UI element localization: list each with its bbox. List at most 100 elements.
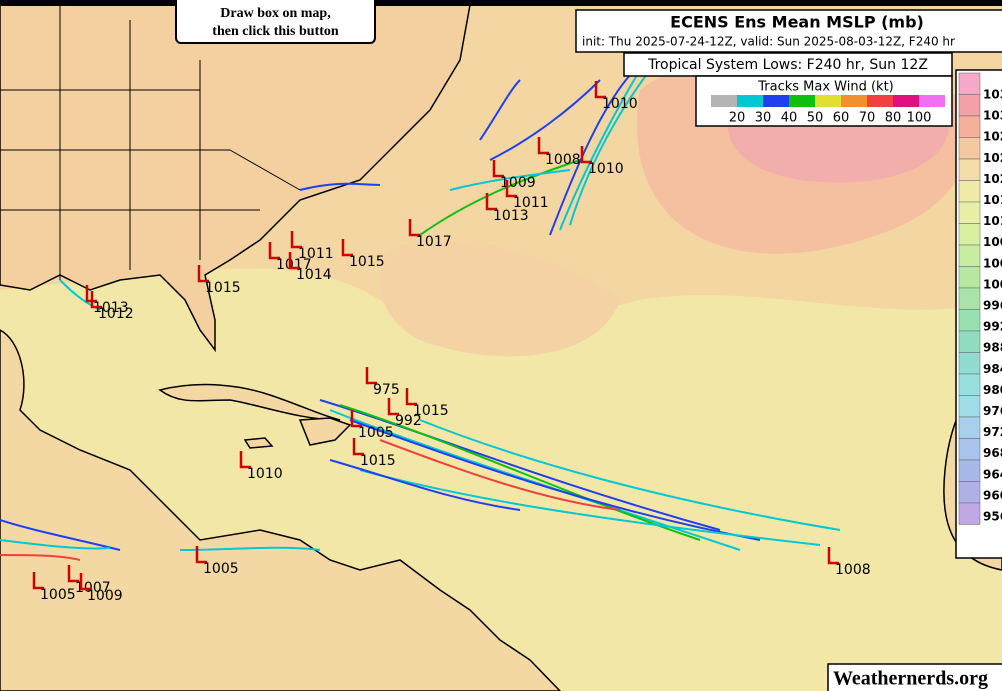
track	[0, 539, 111, 550]
low-label: 1009	[500, 175, 536, 191]
low-label: 1017	[276, 257, 312, 273]
low-label: 1012	[98, 306, 134, 322]
low-marker	[405, 388, 417, 406]
wind-label: 40	[781, 111, 798, 126]
low-label: 975	[373, 382, 400, 398]
colorbar-swatch	[958, 352, 981, 375]
low-label: 1005	[203, 561, 239, 577]
low-marker	[365, 367, 377, 385]
colorbar-swatch	[958, 223, 981, 246]
low-marker	[485, 193, 497, 211]
colorbar-label: 1012	[983, 214, 1002, 228]
watermark-box	[827, 663, 1002, 691]
wind-legend-title: Tracks Max Wind (kt)	[757, 80, 894, 95]
colorbar-swatch	[958, 459, 981, 482]
colorbar-swatch	[958, 287, 981, 310]
track	[379, 439, 621, 511]
low-marker	[341, 239, 353, 257]
low-marker	[79, 573, 91, 591]
colorbar-swatch	[958, 266, 981, 289]
low-label: 1005	[40, 587, 76, 603]
colorbar-label: 1016	[983, 193, 1002, 207]
colorbar-swatch	[958, 180, 981, 203]
low-marker	[268, 242, 280, 260]
low-label: 1009	[87, 588, 123, 604]
low-marker	[239, 451, 251, 469]
top-strip	[0, 0, 1002, 6]
colorbar-swatch	[958, 309, 981, 332]
colorbar-swatch	[958, 481, 981, 504]
border-lines	[0, 5, 301, 280]
lows: 1010100810101009101110131017101110171014…	[32, 81, 871, 604]
low-label: 1017	[416, 234, 452, 250]
wind-label: 70	[859, 111, 876, 126]
low-marker	[197, 265, 209, 283]
low-marker	[350, 410, 362, 428]
low-marker	[537, 137, 549, 155]
wind-swatch	[867, 95, 893, 107]
wind-swatch	[815, 95, 841, 107]
low-marker	[290, 231, 302, 249]
colorbar-label: 1000	[983, 277, 1002, 291]
track	[489, 79, 601, 161]
colorbar-swatch	[958, 72, 981, 95]
colorbar-label: 1032	[983, 109, 1002, 123]
track	[329, 459, 521, 511]
central-south-america	[0, 329, 562, 691]
low-label: 1010	[602, 96, 638, 112]
jamaica	[243, 437, 274, 449]
draw-box-button[interactable]: Draw box on map, then click this button	[175, 0, 376, 44]
low-label: 1011	[513, 195, 549, 211]
low-label: 1007	[75, 580, 111, 596]
low-marker	[352, 438, 364, 456]
header-subtitle: init: Thu 2025-07-24-12Z, valid: Sun 202…	[582, 35, 955, 49]
colorbar-label: 980	[983, 383, 1002, 397]
colorbar-swatch	[958, 438, 981, 461]
track	[559, 69, 641, 231]
colorbar-swatch	[958, 158, 981, 181]
lows-title: Tropical System Lows: F240 hr, Sun 12Z	[647, 57, 928, 73]
wind-swatch	[763, 95, 789, 107]
colorbar-label: 996	[983, 299, 1002, 313]
colorbar: 1036 1032 1028 1024 1020 1016 1012 1008 1004 1000…	[958, 72, 1002, 525]
colorbar-swatch	[958, 373, 981, 396]
wind-label: 80	[885, 111, 902, 126]
wind-swatch	[841, 95, 867, 107]
wind-swatch	[893, 95, 919, 107]
colorbar-swatch	[958, 115, 981, 138]
low-marker	[594, 81, 606, 99]
track	[419, 159, 581, 236]
colorbar-label: 1036	[983, 88, 1002, 102]
track	[419, 419, 841, 531]
low-marker	[580, 146, 592, 164]
low-marker	[505, 180, 517, 198]
low-marker	[90, 291, 102, 309]
colorbar-label: 988	[983, 341, 1002, 355]
state-borders	[0, 5, 301, 280]
track	[479, 79, 521, 141]
colorbar-label: 964	[983, 467, 1002, 481]
wind-label: 50	[807, 111, 824, 126]
pressure-contour	[380, 242, 620, 357]
low-label: 1010	[588, 161, 624, 177]
button-line: then click this button	[212, 24, 339, 39]
low-label: 1008	[545, 152, 581, 168]
north-america	[0, 4, 471, 353]
low-label: 992	[395, 413, 422, 429]
low-label: 1014	[296, 267, 332, 283]
low-label: 1005	[358, 425, 394, 441]
track	[0, 519, 121, 551]
low-marker	[195, 546, 207, 564]
wind-swatch	[919, 95, 945, 107]
header-title: ECENS Ens Mean MSLP (mb)	[670, 13, 924, 32]
header-box	[575, 9, 1002, 53]
track	[339, 404, 701, 541]
track	[359, 469, 821, 546]
wind-label: 60	[833, 111, 850, 126]
colorbar-label: 1004	[983, 256, 1002, 270]
colorbar-label: 976	[983, 404, 1002, 418]
low-label: 1013	[93, 300, 129, 316]
wind-label: 100	[907, 111, 932, 126]
hispaniola	[298, 417, 352, 446]
